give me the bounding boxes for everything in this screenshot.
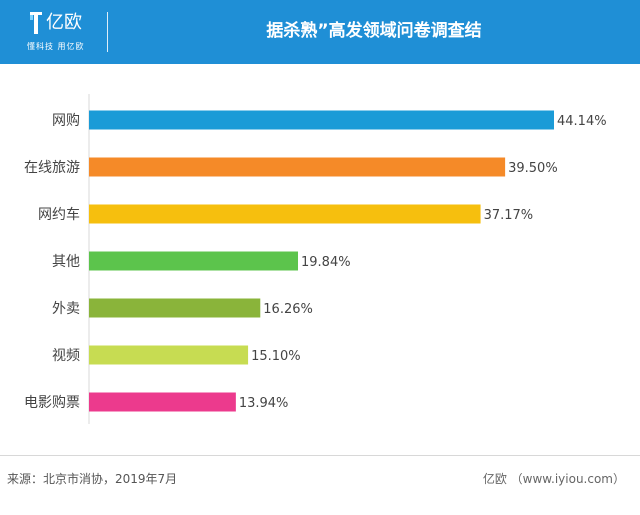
logo-tagline: 懂科技 用亿欧 [27, 42, 85, 51]
bar [89, 251, 299, 271]
bar [89, 392, 236, 412]
bar-chart: 网购 44.14% 在线旅游 39.50% 网约车 37.17% 其他 19.84% 外卖 16.… [24, 94, 607, 424]
value-label: 44.14% [557, 114, 607, 129]
footer-divider [0, 455, 640, 456]
value-label: 19.84% [301, 255, 351, 270]
value-label: 15.10% [251, 349, 301, 364]
value-label: 16.26% [263, 302, 313, 317]
chart-title: 据杀熟”高发领域问卷调查结 [266, 21, 482, 41]
bar [89, 110, 554, 130]
bar [89, 157, 506, 177]
logo-text: 亿欧 [46, 12, 82, 33]
bar [89, 345, 249, 365]
category-label: 外卖 [52, 301, 80, 317]
category-label: 其他 [52, 254, 80, 270]
value-label: 37.17% [484, 208, 534, 223]
category-label: 在线旅游 [24, 160, 80, 176]
source-note: 来源：北京市消协，2019年7月 [7, 472, 178, 486]
header-banner: 亿欧 懂科技 用亿欧 据杀熟”高发领域问卷调查结 [0, 0, 640, 64]
value-label: 13.94% [239, 396, 289, 411]
category-label: 视频 [52, 348, 80, 364]
logo-icon [30, 12, 42, 34]
category-label: 网购 [52, 113, 80, 129]
credit-note: 亿欧 （www.iyiou.com） [482, 472, 625, 486]
bar [89, 204, 481, 224]
bar [89, 298, 261, 318]
header-divider [107, 12, 108, 52]
value-label: 39.50% [508, 161, 558, 176]
category-label: 网约车 [38, 206, 80, 223]
category-label: 电影购票 [24, 395, 80, 411]
